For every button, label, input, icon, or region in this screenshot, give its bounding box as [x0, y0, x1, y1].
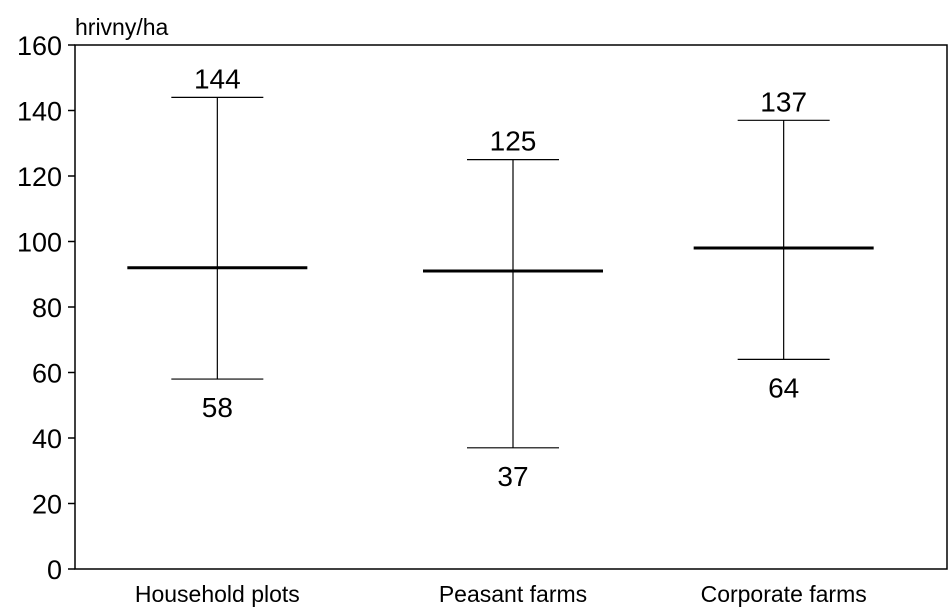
y-axis-unit-label: hrivny/ha	[75, 14, 169, 40]
x-category-label: Corporate farms	[701, 581, 867, 607]
max-value-label: 144	[194, 63, 241, 94]
range-series: 144 58 125 37 137 64	[127, 63, 874, 492]
y-tick-label: 160	[17, 31, 62, 61]
min-value-label: 64	[768, 372, 799, 403]
y-tick-label: 20	[32, 490, 62, 520]
y-tick-label: 80	[32, 293, 62, 323]
y-tick-label: 60	[32, 359, 62, 389]
x-category-label: Household plots	[135, 581, 300, 607]
max-value-label: 137	[760, 86, 807, 117]
x-category-label: Peasant farms	[439, 581, 587, 607]
y-axis: 0 20 40 60 80 100 120 140 160	[17, 31, 75, 585]
y-tick-label: 140	[17, 97, 62, 127]
min-value-label: 58	[202, 392, 233, 423]
y-tick-label: 100	[17, 228, 62, 258]
max-value-label: 125	[490, 126, 537, 157]
y-tick-label: 0	[47, 555, 62, 585]
min-value-label: 37	[497, 461, 528, 492]
y-tick-label: 120	[17, 162, 62, 192]
x-axis: Household plots Peasant farms Corporate fa…	[135, 581, 867, 607]
y-tick-label: 40	[32, 424, 62, 454]
